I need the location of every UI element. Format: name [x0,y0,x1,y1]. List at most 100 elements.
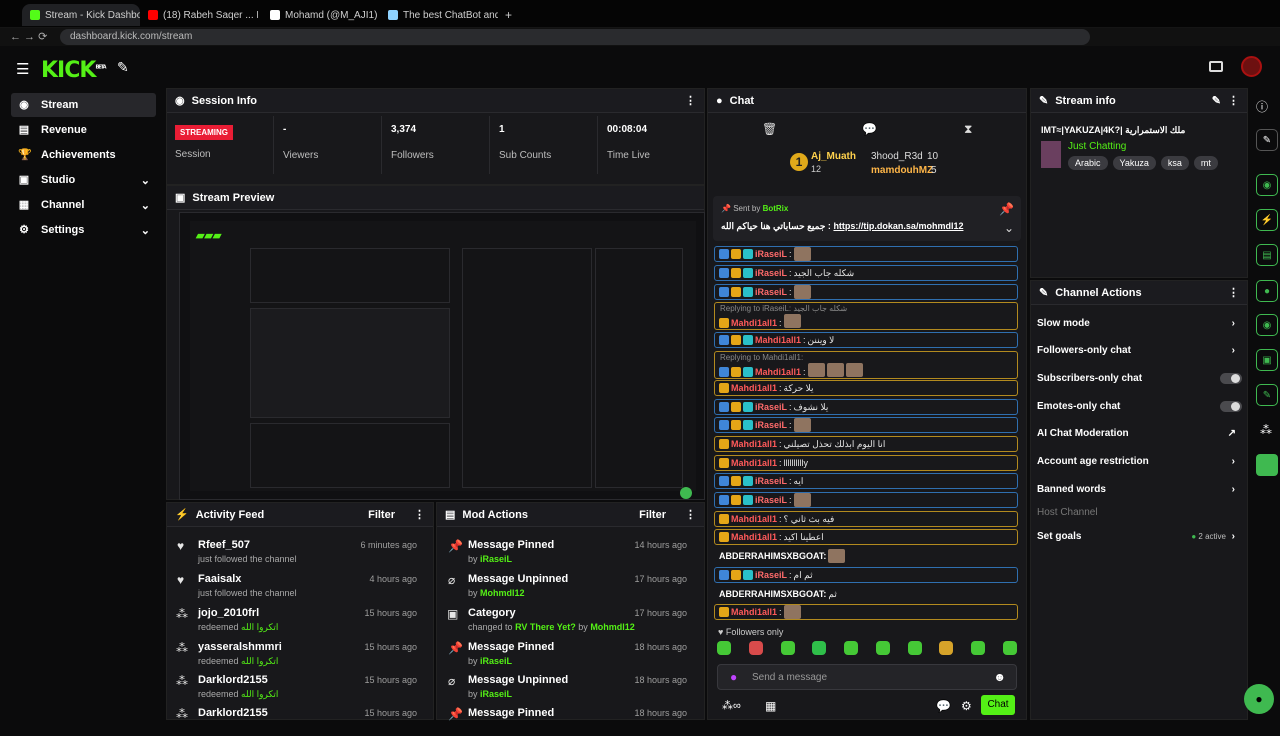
nav-arrows-icon[interactable]: ← → ⟳ [10,31,48,43]
emotes-only-toggle[interactable] [1220,401,1242,412]
broadcast-toggle-button[interactable]: ◉ [1256,314,1278,336]
sidebar-item-settings[interactable]: ⚙ Settings ⌄ [11,218,156,242]
action-account-age[interactable]: Account age restriction › [1037,456,1235,467]
emote-icon[interactable] [875,641,890,655]
tools-toggle-button[interactable]: ✎ [1256,384,1278,406]
chat-message[interactable]: Mahdi1all1: فيه بث ثاني ؟ [714,511,1018,527]
browser-tab-youtube[interactable]: (18) Rabeh Saqer ... El Rasaas [140,4,258,26]
kebab-icon[interactable]: ⋮ [685,509,696,521]
new-tab-icon[interactable]: + [505,8,513,22]
send-chat-button[interactable]: Chat [981,695,1015,715]
sidebar-item-channel[interactable]: ▦ Channel ⌄ [11,193,156,217]
filter-button[interactable]: Filter [368,508,395,521]
menu-icon[interactable]: ☰ [16,61,30,78]
activity-toggle-button[interactable]: ⚡ [1256,209,1278,231]
sidebar-item-stream[interactable]: ◉ Stream [11,93,156,117]
chat-message[interactable]: Mahdi1all1: اعطينا اكيد [714,529,1018,545]
chat-settings-icon[interactable]: 💬 [936,699,951,713]
action-ai-moderation[interactable]: AI Chat Moderation ↗ [1037,428,1236,439]
chat-message[interactable]: iRaseiL: ثم ام [714,567,1018,583]
gear-icon[interactable]: ⚙ [961,699,972,713]
category-link[interactable]: Just Chatting [1068,141,1127,152]
browser-tab-kick[interactable]: Stream - Kick Dashboard [22,4,140,26]
chat-message[interactable]: iRaseiL: [714,417,1018,433]
chat-message[interactable]: Mahdi1all1: lllllllllly [714,455,1018,471]
chevron-down-icon[interactable]: ⌄ [1003,221,1014,235]
action-slow-mode[interactable]: Slow mode › [1037,318,1235,329]
edit-layout-button[interactable]: ✎ [1256,129,1278,151]
store-icon[interactable]: ▦ [765,699,777,713]
chat-message[interactable]: iRaseiL: شكله جاب الجيد [714,265,1018,281]
chat-popout-icon[interactable] [1209,61,1223,72]
edit-icon[interactable]: ✎ [1211,95,1221,107]
kick-logo[interactable]: KICKBETA [41,58,107,83]
extension-button[interactable] [1256,454,1278,476]
top-gifter-name[interactable]: mamdouhMZ [871,165,934,176]
emote-icon[interactable] [971,641,986,655]
mic-icon[interactable]: ● [730,670,738,684]
top-gifter-name[interactable]: 3hood_R3d [871,151,923,162]
pinned-message[interactable]: 📌 Sent by BotRix جميع حساباتي هنا حياكم … [713,196,1021,241]
action-followers-only[interactable]: Followers-only chat › [1037,345,1235,356]
stream-preview-video[interactable]: ▰▰▰ [179,212,705,500]
action-banned-words[interactable]: Banned words › [1037,484,1235,495]
chat-message[interactable]: Mahdi1all1: يلا حركة [714,380,1018,396]
emoji-icon[interactable]: ☻ [993,670,1006,684]
emote-icon[interactable] [717,641,731,655]
emote-icon[interactable] [748,641,763,655]
chat-message[interactable]: Replying to iRaseiL: شكله جاب الجيد Mahdi… [714,302,1018,330]
chat-message[interactable]: iRaseiL: [714,492,1018,508]
emote-icon[interactable] [844,641,859,655]
speech-bubble-icon[interactable]: 💬 [862,122,877,136]
chat-message[interactable]: ABDERRAHIMSXBGOAT: ثم [719,588,837,600]
action-subscribers-only[interactable]: Subscribers-only chat [1037,367,1242,390]
emote-icon[interactable] [939,641,954,655]
info-icon[interactable]: ⓘ [1256,100,1269,114]
chat-toggle-button[interactable]: ● [1256,280,1278,302]
action-set-goals[interactable]: Set goals ● 2 active › [1037,531,1235,542]
url-field[interactable]: dashboard.kick.com/stream [60,29,1090,45]
browser-tab-x[interactable]: Mohamd (@M_AJI1) / X [262,4,380,26]
chat-message[interactable]: ABDERRAHIMSXBGOAT: [714,548,1018,564]
sidebar-item-achievements[interactable]: 🏆 Achievements [11,143,156,167]
chat-message[interactable]: Mahdi1all1: لا ويننن [714,332,1018,348]
kebab-icon[interactable]: ⋮ [1228,287,1239,299]
hourglass-icon[interactable]: ⧗ [964,122,973,136]
action-emotes-only[interactable]: Emotes-only chat [1037,395,1242,418]
wrench-icon[interactable]: ✎ [117,59,129,75]
kebab-icon[interactable]: ⋮ [414,509,425,521]
reward-icon[interactable]: ⁂ [1260,423,1272,437]
gift-icon[interactable]: ⁂∞ [722,700,741,712]
top-gifter-count: 12 [811,164,822,174]
chat-message[interactable]: iRaseiL: ايه [714,473,1018,489]
chat-message[interactable]: Mahdi1all1: [714,604,1018,620]
emote-icon[interactable] [812,641,827,655]
trash-icon[interactable]: 🗑 [762,122,778,136]
kebab-icon[interactable]: ⋮ [685,95,696,107]
kebab-icon[interactable]: ⋮ [1228,95,1239,107]
browser-tab-strip: Stream - Kick Dashboard (18) Rabeh Saqer… [0,0,1280,28]
widget-toggle-button[interactable]: ◉ [1256,174,1278,196]
browser-tab-chatbot[interactable]: The best ChatBot and Widget [380,4,498,26]
unpin-button[interactable]: 📌 [999,202,1014,216]
chat-message[interactable]: iRaseiL: [714,246,1018,262]
top-gifter-name[interactable]: Aj_Muath [811,151,856,162]
avatar[interactable] [1241,56,1262,77]
emote-icon[interactable] [780,641,795,655]
chat-input[interactable]: ● Send a message ☻ [717,664,1017,690]
chat-message[interactable]: Replying to Mahdi1all1: Mahdi1all1: [714,351,1018,379]
notes-toggle-button[interactable]: ▤ [1256,244,1278,266]
support-chat-button[interactable]: ● [1244,684,1274,714]
emote-icon[interactable] [907,641,922,655]
sidebar-item-studio[interactable]: ▣ Studio ⌄ [11,168,156,192]
emote-icon[interactable] [1002,641,1017,655]
chat-message[interactable]: Mahdi1all1: انا اليوم ابذلك تحذل تصيلني [714,436,1018,452]
subscribers-only-toggle[interactable] [1220,373,1242,384]
chat-message[interactable]: iRaseiL: [714,284,1018,300]
preview-toggle-button[interactable]: ▣ [1256,349,1278,371]
pinned-link[interactable]: https://tip.dokan.sa/mohmdl12 [833,221,964,231]
chat-message[interactable]: iRaseiL: يلا نشوف [714,399,1018,415]
sidebar-item-revenue[interactable]: ▤ Revenue [11,118,156,142]
action-host-channel[interactable]: Host Channel [1037,507,1098,518]
filter-button[interactable]: Filter [639,508,666,521]
